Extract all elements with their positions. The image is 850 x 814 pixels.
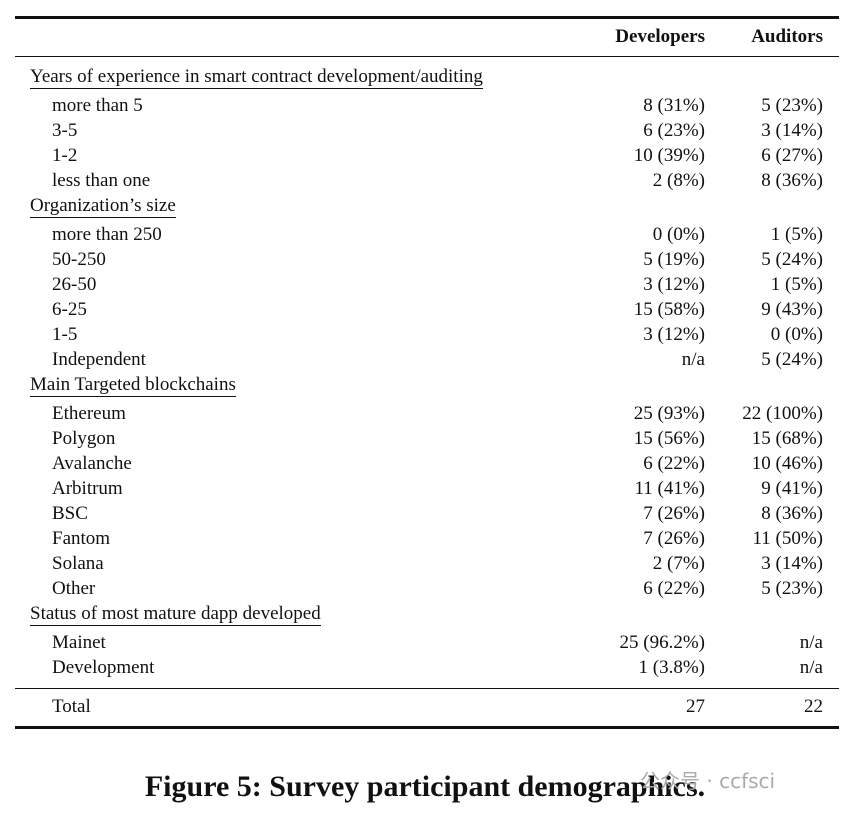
row-label: 26-50 bbox=[52, 274, 97, 295]
row-label: Polygon bbox=[52, 428, 116, 449]
developers-cell: 15 (58%) bbox=[633, 299, 705, 320]
auditors-cell: 10 (46%) bbox=[751, 453, 823, 474]
auditors-cell: 8 (36%) bbox=[761, 503, 823, 524]
auditors-cell: 3 (14%) bbox=[761, 120, 823, 141]
row-label: BSC bbox=[52, 503, 88, 524]
row-label: 3-5 bbox=[52, 120, 78, 141]
caption: Figure 5: Survey participant demographic… bbox=[144, 770, 706, 803]
section-title-text: Years of experience in smart contract de… bbox=[30, 66, 483, 89]
row-label: Other bbox=[52, 578, 96, 599]
total-dev: 27 bbox=[686, 696, 705, 717]
developers-cell: n/a bbox=[681, 349, 705, 370]
row-label: 50-250 bbox=[52, 249, 106, 270]
auditors-cell: 9 (43%) bbox=[761, 299, 823, 320]
auditors-cell: 11 (50%) bbox=[752, 528, 823, 549]
row-label: less than one bbox=[52, 170, 151, 191]
developers-cell: 10 (39%) bbox=[633, 145, 705, 166]
auditors-cell: 1 (5%) bbox=[770, 274, 823, 295]
row-label: more than 250 bbox=[52, 224, 162, 245]
section-title: Years of experience in smart contract de… bbox=[30, 65, 483, 89]
bottom-rule bbox=[15, 726, 839, 729]
row-label: Fantom bbox=[52, 528, 111, 549]
auditors-cell: 5 (23%) bbox=[761, 578, 823, 599]
section-title: Main Targeted blockchains bbox=[30, 373, 236, 397]
developers-cell: 2 (7%) bbox=[652, 553, 705, 574]
row-label: 6-25 bbox=[52, 299, 87, 320]
developers-cell: 3 (12%) bbox=[643, 324, 705, 345]
row-label: 1-5 bbox=[52, 324, 78, 345]
row-label: more than 5 bbox=[52, 95, 143, 116]
watermark: 公众号 · ccfsci bbox=[640, 769, 776, 793]
section-title: Organization’s size bbox=[30, 194, 176, 218]
row-label: Development bbox=[52, 657, 155, 678]
total-rule bbox=[15, 688, 839, 689]
auditors-cell: n/a bbox=[799, 657, 823, 678]
auditors-cell: 6 (27%) bbox=[761, 145, 823, 166]
row-label: Ethereum bbox=[52, 403, 126, 424]
top-rule bbox=[15, 16, 839, 19]
developers-cell: 11 (41%) bbox=[634, 478, 705, 499]
section-title-text: Status of most mature dapp developed bbox=[30, 603, 321, 626]
developers-cell: 3 (12%) bbox=[643, 274, 705, 295]
auditors-cell: 15 (68%) bbox=[751, 428, 823, 449]
developers-cell: 8 (31%) bbox=[643, 95, 705, 116]
auditors-cell: 3 (14%) bbox=[761, 553, 823, 574]
developers-cell: 6 (22%) bbox=[643, 578, 705, 599]
section-title: Status of most mature dapp developed bbox=[30, 602, 321, 626]
developers-cell: 15 (56%) bbox=[633, 428, 705, 449]
auditors-cell: 5 (24%) bbox=[761, 249, 823, 270]
col-header: Auditors bbox=[751, 26, 823, 47]
auditors-cell: 8 (36%) bbox=[761, 170, 823, 191]
developers-cell: 5 (19%) bbox=[643, 249, 705, 270]
header-rule bbox=[15, 56, 839, 57]
auditors-cell: n/a bbox=[799, 632, 823, 653]
developers-cell: 7 (26%) bbox=[643, 503, 705, 524]
total-aud: 22 bbox=[804, 696, 823, 717]
auditors-cell: 5 (23%) bbox=[761, 95, 823, 116]
developers-cell: 1 (3.8%) bbox=[638, 657, 705, 678]
section-title-text: Main Targeted blockchains bbox=[30, 374, 236, 397]
row-label: Avalanche bbox=[52, 453, 132, 474]
section-title-text: Organization’s size bbox=[30, 195, 176, 218]
row-label: Mainet bbox=[52, 632, 106, 653]
developers-cell: 0 (0%) bbox=[652, 224, 705, 245]
auditors-cell: 22 (100%) bbox=[742, 403, 823, 424]
row-label: Independent bbox=[52, 349, 146, 370]
developers-cell: 6 (22%) bbox=[643, 453, 705, 474]
developers-cell: 25 (93%) bbox=[633, 403, 705, 424]
col-header: Developers bbox=[615, 26, 705, 47]
auditors-cell: 1 (5%) bbox=[770, 224, 823, 245]
developers-cell: 2 (8%) bbox=[652, 170, 705, 191]
developers-cell: 25 (96.2%) bbox=[619, 632, 705, 653]
auditors-cell: 9 (41%) bbox=[761, 478, 823, 499]
developers-cell: 7 (26%) bbox=[643, 528, 705, 549]
developers-cell: 6 (23%) bbox=[643, 120, 705, 141]
row-label: Solana bbox=[52, 553, 104, 574]
auditors-cell: 0 (0%) bbox=[770, 324, 823, 345]
row-label: Arbitrum bbox=[52, 478, 123, 499]
total-label: Total bbox=[52, 696, 91, 717]
auditors-cell: 5 (24%) bbox=[761, 349, 823, 370]
row-label: 1-2 bbox=[52, 145, 78, 166]
